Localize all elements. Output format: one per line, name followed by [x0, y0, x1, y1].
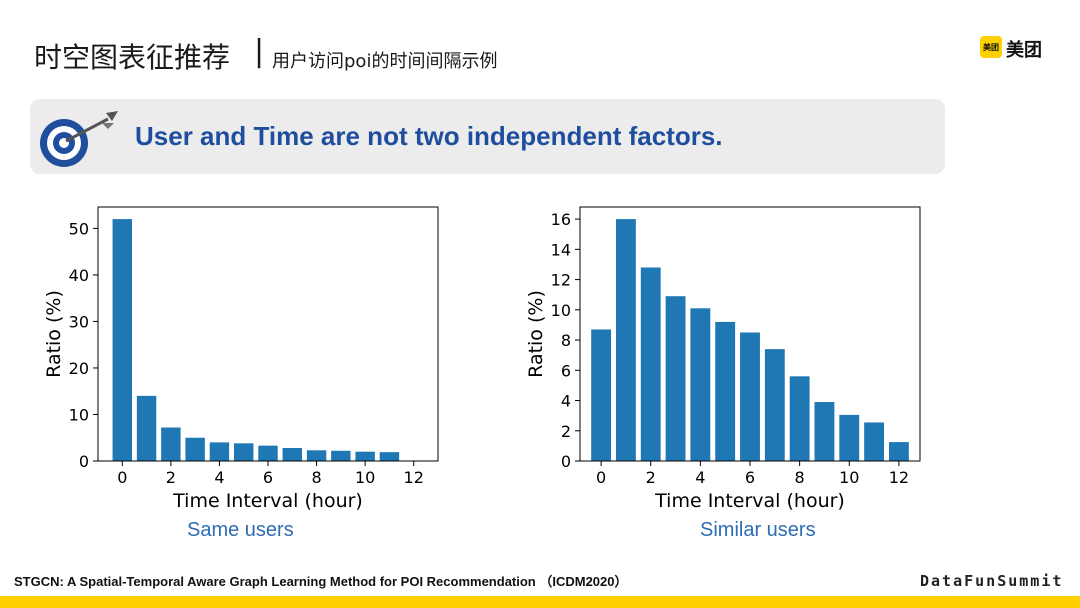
y-tick-label: 10 — [551, 301, 571, 320]
bar-9 — [331, 450, 351, 461]
bar-3 — [185, 437, 205, 461]
y-tick-label: 2 — [561, 422, 571, 441]
bar-11 — [379, 452, 400, 461]
x-axis-label: Time Interval (hour) — [654, 490, 845, 512]
y-tick-label: 14 — [551, 240, 571, 259]
banner-text: User and Time are not two independent fa… — [135, 121, 723, 151]
bar-1 — [615, 219, 636, 461]
chart-caption-same-users: Same users — [187, 519, 294, 541]
bottom-accent-bar — [0, 596, 1080, 608]
y-tick-label: 0 — [79, 452, 89, 471]
bar-9 — [814, 402, 835, 461]
x-tick-label: 10 — [355, 468, 375, 487]
x-tick-label: 8 — [795, 468, 805, 487]
bar-7 — [764, 349, 785, 461]
logo-badge: 美团 — [980, 36, 1002, 58]
y-axis-label: Ratio (%) — [43, 290, 65, 378]
x-tick-label: 8 — [311, 468, 321, 487]
bar-0 — [112, 219, 132, 461]
bar-12 — [888, 442, 909, 461]
bar-7 — [282, 447, 302, 461]
bar-3 — [665, 296, 686, 461]
y-tick-label: 12 — [551, 271, 571, 290]
bar-4 — [209, 442, 230, 461]
x-tick-label: 4 — [695, 468, 705, 487]
citation-footnote: STGCN: A Spatial-Temporal Aware Graph Le… — [14, 574, 628, 589]
bar-8 — [789, 376, 810, 461]
bar-0 — [591, 329, 612, 461]
target-icon — [40, 111, 118, 167]
y-tick-label: 40 — [69, 266, 89, 285]
bar-6 — [258, 445, 278, 461]
y-tick-label: 20 — [69, 359, 89, 378]
bar-2 — [640, 267, 661, 461]
similar-users-chart: 0 2 4 6 8 10 12 0 2 4 6 8 10 12 14 16 Time Interval (hou… — [525, 206, 921, 512]
y-tick-label: 16 — [551, 210, 571, 229]
brand-name: DataFunSummit — [920, 572, 1064, 590]
x-tick-label: 12 — [889, 468, 909, 487]
x-tick-label: 12 — [404, 468, 424, 487]
title-separator: | — [254, 34, 265, 69]
bar-4 — [690, 308, 711, 461]
y-tick-label: 10 — [69, 405, 89, 424]
bar-10 — [355, 451, 375, 461]
y-tick-label: 4 — [561, 392, 571, 411]
bar-11 — [864, 422, 885, 461]
key-point-banner: User and Time are not two independent fa… — [30, 99, 945, 174]
bar-2 — [161, 427, 181, 461]
bar-1 — [136, 395, 157, 461]
y-tick-label: 8 — [561, 331, 571, 350]
chart-caption-similar-users: Similar users — [700, 519, 816, 541]
x-tick-label: 2 — [166, 468, 176, 487]
x-tick-label: 0 — [596, 468, 606, 487]
x-tick-label: 4 — [214, 468, 224, 487]
page-title: 时空图表征推荐 — [34, 41, 231, 74]
y-tick-label: 30 — [69, 312, 89, 331]
y-tick-label: 6 — [561, 361, 571, 380]
x-tick-label: 0 — [117, 468, 127, 487]
page-subtitle: 用户访问poi的时间间隔示例 — [272, 51, 498, 72]
bar-5 — [234, 443, 254, 461]
logo-text: 美团 — [1006, 40, 1042, 61]
bar-5 — [715, 321, 736, 461]
x-tick-label: 6 — [745, 468, 755, 487]
x-axis-label: Time Interval (hour) — [172, 490, 363, 512]
y-tick-label: 50 — [69, 219, 89, 238]
x-tick-label: 10 — [839, 468, 859, 487]
x-tick-label: 6 — [263, 468, 273, 487]
y-axis-label: Ratio (%) — [525, 290, 547, 378]
bar-6 — [740, 332, 760, 461]
y-tick-label: 0 — [561, 452, 571, 471]
bar-10 — [839, 414, 860, 461]
same-users-chart: 0 2 4 6 8 10 12 0 10 20 30 40 50 Time Interval (hour)… — [43, 206, 439, 512]
x-tick-label: 2 — [646, 468, 656, 487]
bar-8 — [306, 450, 327, 461]
